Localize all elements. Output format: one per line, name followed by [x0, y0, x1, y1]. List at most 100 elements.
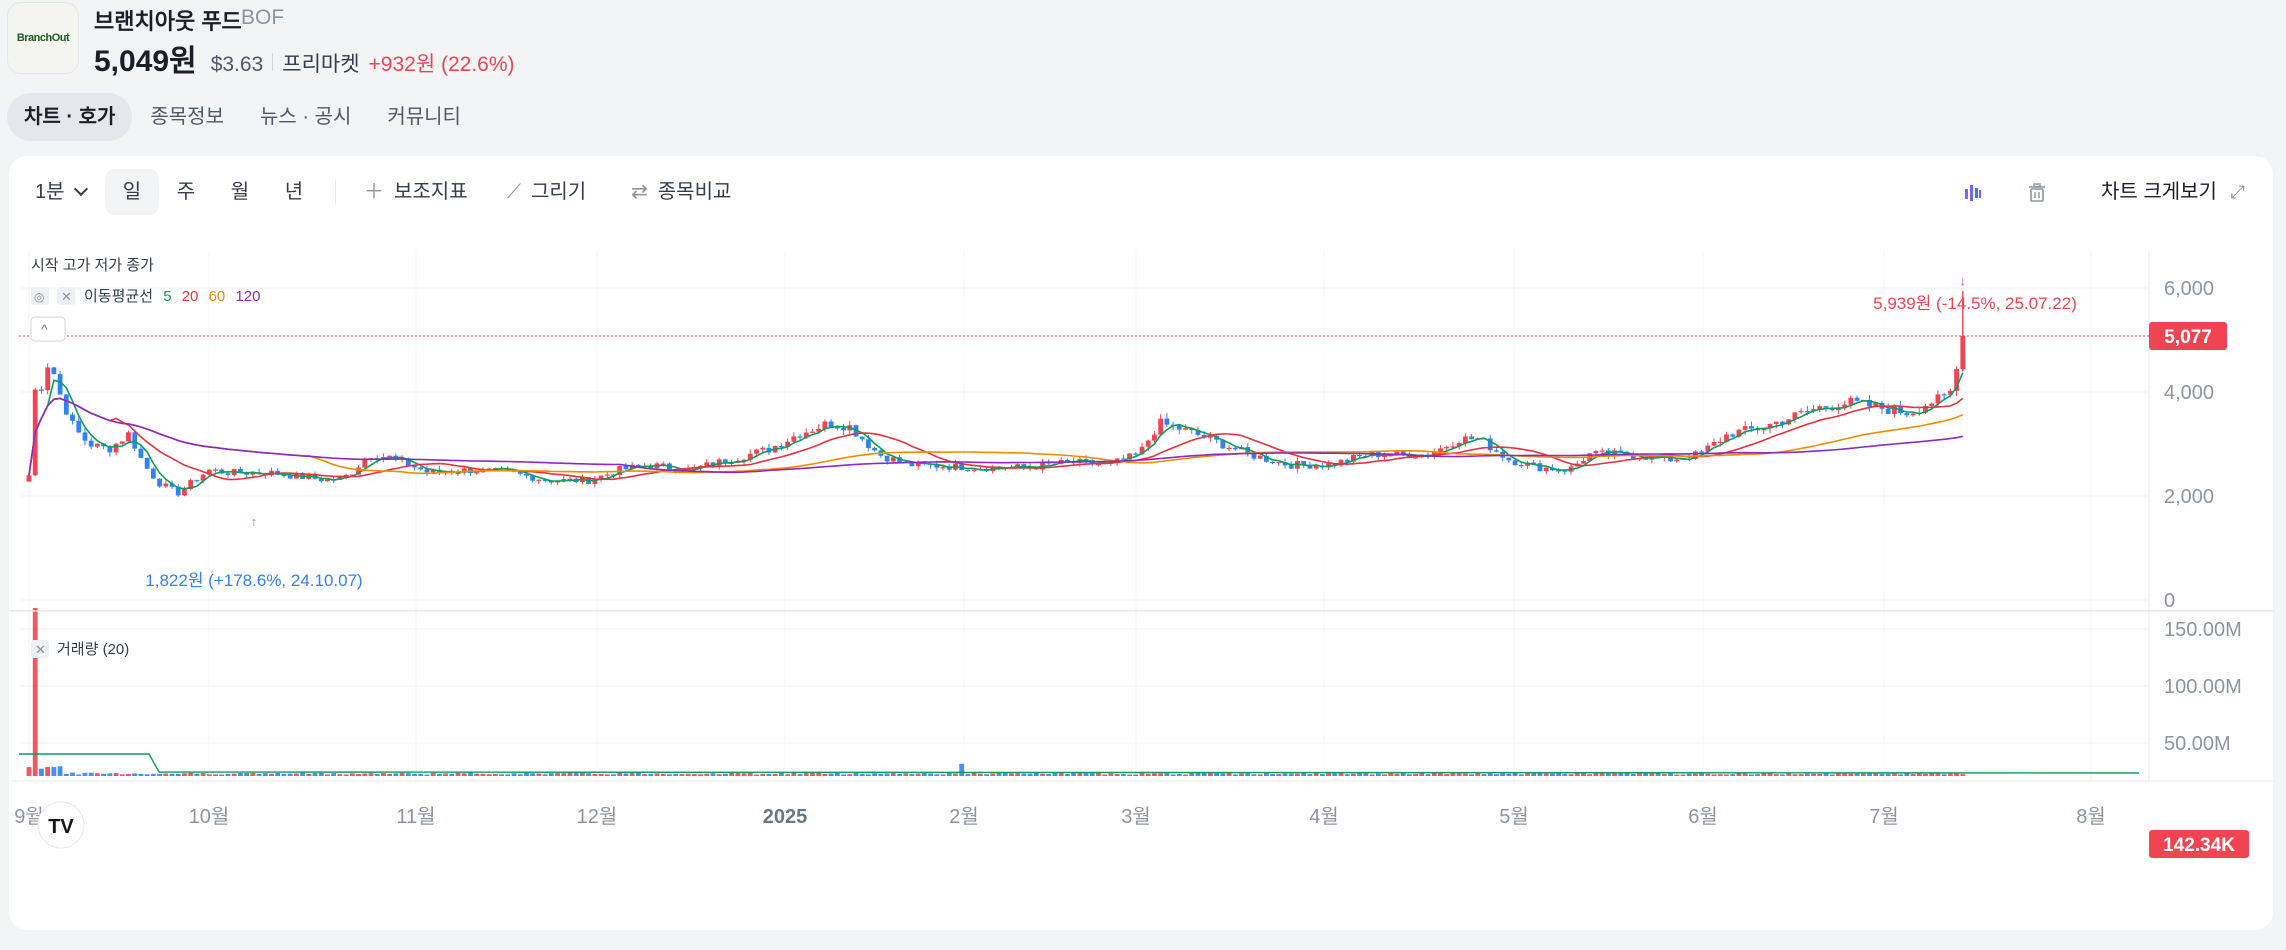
volume-bar — [1369, 774, 1375, 776]
volume-bar — [138, 773, 144, 776]
delete-drawings-button[interactable] — [2027, 169, 2047, 215]
volume-bar — [163, 773, 169, 776]
candle — [660, 463, 666, 465]
volume-bar — [1382, 774, 1387, 776]
volume-bar — [1668, 772, 1673, 776]
candle — [965, 470, 971, 472]
candle — [1947, 390, 1953, 395]
volume-bar — [206, 774, 212, 776]
expand-chart-button[interactable]: 차트 크게보기 ⤢ — [2101, 169, 2245, 215]
candle — [132, 432, 138, 449]
tab-news[interactable]: 뉴스 · 공시 — [259, 106, 352, 128]
volume-bar — [1257, 774, 1263, 776]
volume-bar — [1027, 773, 1033, 776]
volume-tick-label: 150.00M — [2164, 619, 2242, 641]
candle — [1699, 451, 1705, 453]
candle — [1873, 402, 1879, 407]
volume-bar — [182, 773, 187, 776]
volume-bar — [318, 772, 324, 776]
volume-bar — [275, 772, 281, 776]
volume-bar — [561, 773, 567, 776]
candle — [1512, 460, 1518, 466]
period-day[interactable]: 일 — [105, 169, 159, 215]
period-month[interactable]: 월 — [230, 181, 250, 203]
candle — [611, 474, 616, 476]
candle — [1351, 454, 1356, 462]
volume-bar — [654, 773, 660, 776]
volume-bar — [1556, 772, 1562, 776]
indicator-button[interactable]: ＋ 보조지표 — [364, 169, 468, 215]
tab-chart[interactable]: 차트 · 호가 — [7, 93, 133, 141]
volume-bar — [828, 773, 834, 776]
candle — [1394, 450, 1400, 456]
volume-bar — [1220, 773, 1226, 776]
candle — [592, 479, 598, 484]
volume-bar — [82, 772, 88, 776]
collapse-legend-button[interactable] — [30, 316, 66, 342]
candle — [1543, 467, 1549, 472]
price-row: 5,049원 $3.63 프리마켓 +932원 (22.6%) — [94, 36, 515, 80]
volume-bar — [1444, 774, 1450, 776]
candle — [1643, 458, 1649, 460]
candle — [1145, 440, 1151, 447]
interval-dropdown[interactable]: 1분 — [35, 169, 89, 215]
volume-legend: 거래량 (20) — [57, 641, 129, 658]
volume-bar — [1450, 772, 1456, 776]
volume-bar — [1487, 773, 1493, 776]
candle — [1301, 461, 1307, 465]
tab-stock-info[interactable]: 종목정보 — [150, 106, 224, 128]
volume-bar — [853, 772, 859, 776]
tradingview-badge[interactable] — [37, 801, 85, 849]
candle — [698, 465, 703, 468]
volume-bar — [1717, 774, 1723, 776]
volume-bar — [1518, 774, 1524, 776]
axes: 6,000 4,000 2,000 0 150.00M 100.00M 50.00M 9월 10… — [9, 251, 2273, 828]
volume-bar — [94, 773, 100, 776]
volume-bar — [194, 773, 200, 776]
chart-card: 1분 일 주 월 년 ＋ 보조지표 ⟋ 그리기 ⇄ 종목비교 차트 크게보기 — [9, 156, 2273, 930]
volume-bar — [729, 772, 735, 776]
volume-bar — [1338, 772, 1344, 776]
candle — [150, 468, 156, 479]
volume-bar — [1655, 773, 1661, 776]
candle — [1724, 434, 1729, 442]
volume-bar — [1208, 772, 1213, 776]
volume-bar — [26, 767, 32, 776]
volume-bar — [754, 774, 759, 776]
period-week[interactable]: 주 — [176, 181, 196, 203]
candle — [113, 443, 119, 453]
compare-button[interactable]: ⇄ 종목비교 — [631, 169, 731, 215]
volume-bar — [374, 773, 380, 776]
visibility-toggle[interactable] — [31, 287, 49, 305]
candle — [1015, 464, 1021, 468]
company-logo: BranchOut — [7, 2, 79, 74]
volume-bar — [723, 773, 728, 776]
period-year[interactable]: 년 — [284, 181, 304, 203]
ma-legend-title: 이동평균선 — [84, 288, 153, 305]
tab-community[interactable]: 커뮤니티 — [387, 106, 461, 128]
candle — [250, 472, 256, 475]
volume-bar — [88, 772, 94, 776]
volume-bar — [517, 774, 523, 776]
volume-bar — [1152, 773, 1157, 776]
remove-ma-button[interactable] — [57, 287, 75, 305]
volume-bar — [573, 772, 579, 776]
volume-bar — [1904, 773, 1910, 776]
candle — [890, 457, 896, 462]
candle — [455, 472, 461, 474]
chart-type-button[interactable] — [1963, 169, 1983, 215]
volume-bar — [287, 773, 293, 776]
candle — [474, 472, 480, 474]
draw-button[interactable]: ⟋ 그리기 — [507, 169, 586, 215]
candle — [318, 478, 324, 482]
volume-bar — [1033, 772, 1039, 776]
volume-bar — [1960, 774, 1966, 776]
remove-volume-button[interactable] — [31, 640, 49, 658]
candle — [1332, 463, 1338, 466]
price-chart[interactable]: 6,000 4,000 2,000 0 150.00M 100.00M 50.00M 9월 10… — [9, 251, 2273, 911]
volume-bar — [1786, 772, 1792, 776]
volume-bar — [1798, 774, 1804, 776]
volume-bar — [1531, 773, 1537, 776]
x-tick-label: 7월 — [1869, 805, 1899, 828]
candle — [1836, 408, 1841, 411]
